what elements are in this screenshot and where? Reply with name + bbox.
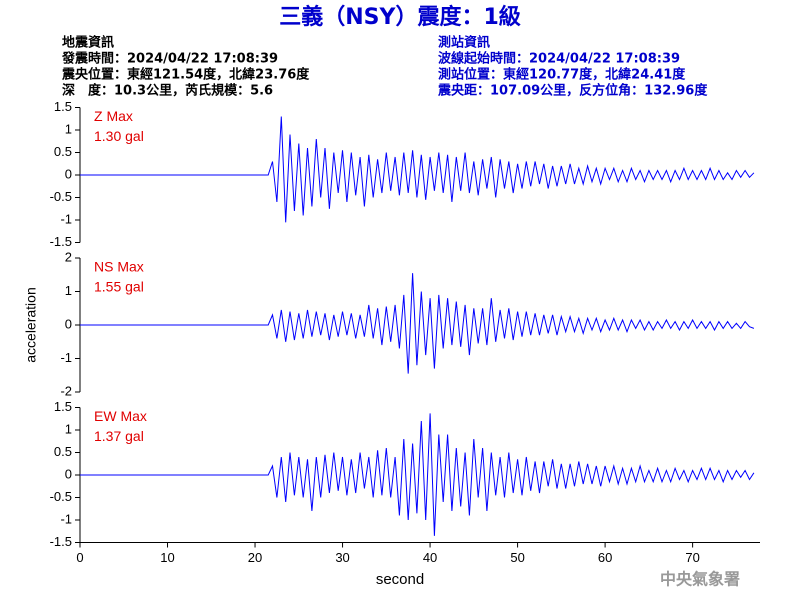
x-tick-label: 10 xyxy=(160,550,174,565)
info-right: 震央距：107.09公里，反方位角：132.96度 xyxy=(437,83,708,99)
y-tick-label: 0.5 xyxy=(54,144,72,159)
y-tick-label: 0.5 xyxy=(54,444,72,459)
info-left: 地震資訊 xyxy=(62,35,114,51)
footer: 中央氣象署 xyxy=(660,570,740,589)
y-tick-label: -1 xyxy=(60,211,72,226)
y-tick-label: -1.5 xyxy=(50,534,72,549)
annotation: 1.55 gal xyxy=(94,279,144,295)
y-tick-label: 1 xyxy=(65,121,72,136)
waveform xyxy=(80,116,755,223)
waveform xyxy=(80,273,755,374)
info-right: 波線起始時間：2024/04/22 17:08:39 xyxy=(438,51,680,67)
y-tick-label: 1 xyxy=(65,283,72,298)
info-left: 發震時間：2024/04/22 17:08:39 xyxy=(61,51,278,67)
x-tick-label: 20 xyxy=(248,550,262,565)
y-tick-label: 1 xyxy=(65,421,72,436)
y-tick-label: 1.5 xyxy=(54,399,72,414)
y-tick-label: -2 xyxy=(60,383,72,398)
annotation: 1.30 gal xyxy=(94,128,144,144)
x-tick-label: 60 xyxy=(598,550,612,565)
y-tick-label: -1 xyxy=(60,350,72,365)
annotation: Z Max xyxy=(94,108,133,124)
info-right: 測站位置：東經120.77度，北緯24.41度 xyxy=(438,67,686,83)
x-tick-label: 0 xyxy=(76,550,83,565)
y-tick-label: -1.5 xyxy=(50,234,72,249)
y-tick-label: 0 xyxy=(65,466,72,481)
y-tick-label: -0.5 xyxy=(50,489,72,504)
annotation: EW Max xyxy=(94,408,147,424)
y-tick-label: 2 xyxy=(65,249,72,264)
info-right: 測站資訊 xyxy=(438,35,490,51)
info-left: 震央位置：東經121.54度，北緯23.76度 xyxy=(61,67,310,83)
x-tick-label: 40 xyxy=(423,550,437,565)
annotation: NS Max xyxy=(94,259,144,275)
y-tick-label: 0 xyxy=(65,316,72,331)
info-left: 深 度：10.3公里，芮氏規模：5.6 xyxy=(62,83,273,99)
y-tick-label: 1.5 xyxy=(54,99,72,114)
x-tick-label: 30 xyxy=(335,550,349,565)
annotation: 1.37 gal xyxy=(94,428,144,444)
y-tick-label: 0 xyxy=(65,166,72,181)
waveform xyxy=(80,413,755,536)
y-tick-label: -1 xyxy=(60,511,72,526)
x-tick-label: 50 xyxy=(510,550,524,565)
title: 三義（NSY）震度：1級 xyxy=(279,4,521,30)
x-axis-label: second xyxy=(376,571,424,588)
y-axis-label: acceleration xyxy=(23,287,39,363)
y-tick-label: -0.5 xyxy=(50,189,72,204)
x-tick-label: 70 xyxy=(685,550,699,565)
